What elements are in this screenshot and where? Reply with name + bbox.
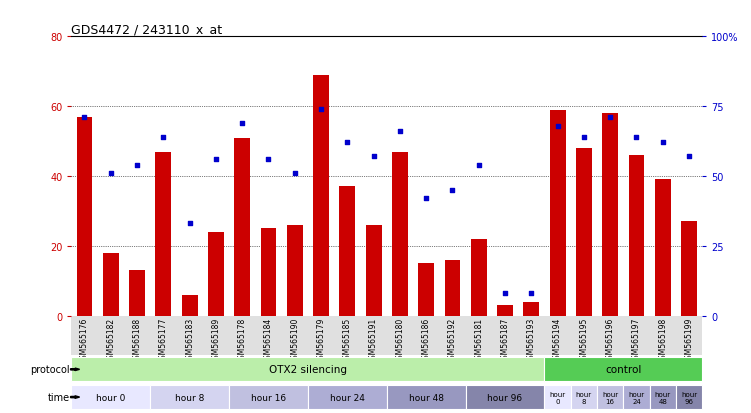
Text: protocol: protocol	[30, 364, 70, 375]
Text: hour
16: hour 16	[602, 391, 618, 404]
Bar	[650, 385, 676, 409]
Bar	[676, 385, 702, 409]
Text: hour 24: hour 24	[330, 393, 365, 401]
Bar	[571, 385, 597, 409]
Point	[315, 106, 327, 113]
Bar	[182, 295, 198, 316]
Text: hour
96: hour 96	[681, 391, 697, 404]
Point	[394, 129, 406, 135]
Point	[473, 162, 485, 169]
Point	[683, 154, 695, 160]
Point	[263, 157, 275, 163]
Bar	[339, 187, 355, 316]
Bar	[629, 156, 644, 316]
Bar	[655, 180, 671, 316]
Point	[158, 134, 170, 141]
Bar	[129, 271, 145, 316]
Text: hour 8: hour 8	[175, 393, 204, 401]
Bar	[229, 385, 308, 409]
Bar	[208, 232, 224, 316]
Bar	[544, 385, 571, 409]
Bar	[544, 357, 702, 382]
Point	[578, 134, 590, 141]
Bar	[234, 138, 250, 316]
Point	[131, 162, 143, 169]
Text: hour 48: hour 48	[409, 393, 444, 401]
Point	[526, 290, 538, 297]
Point	[104, 171, 117, 177]
Point	[342, 140, 354, 146]
Point	[236, 120, 248, 127]
Bar	[387, 385, 466, 409]
Text: hour 0: hour 0	[96, 393, 125, 401]
Text: GDS4472 / 243110_x_at: GDS4472 / 243110_x_at	[71, 23, 222, 36]
Bar	[150, 385, 229, 409]
Text: hour
48: hour 48	[655, 391, 671, 404]
Bar	[445, 260, 460, 316]
Text: control: control	[605, 364, 641, 375]
Point	[79, 115, 90, 121]
Text: OTX2 silencing: OTX2 silencing	[269, 364, 347, 375]
Bar	[392, 152, 408, 316]
Bar	[71, 357, 544, 382]
Bar	[550, 110, 566, 316]
Text: hour 96: hour 96	[487, 393, 523, 401]
Bar	[597, 385, 623, 409]
Bar	[466, 385, 544, 409]
Bar	[308, 385, 387, 409]
Bar	[71, 385, 150, 409]
Bar	[576, 149, 592, 316]
Bar	[366, 225, 382, 316]
Point	[604, 115, 616, 121]
Bar	[155, 152, 171, 316]
Bar	[602, 114, 618, 316]
Point	[368, 154, 380, 160]
Bar	[523, 302, 539, 316]
Point	[631, 134, 643, 141]
Point	[551, 123, 563, 130]
Bar	[103, 253, 119, 316]
Bar	[681, 222, 697, 316]
Bar	[287, 225, 303, 316]
Point	[421, 195, 433, 202]
Text: time: time	[48, 392, 70, 402]
Bar	[313, 76, 329, 316]
Point	[499, 290, 511, 297]
Bar	[261, 229, 276, 316]
Point	[656, 140, 668, 146]
Bar	[623, 385, 650, 409]
Bar	[497, 306, 513, 316]
Point	[446, 187, 458, 194]
Point	[183, 221, 195, 227]
Bar	[471, 239, 487, 316]
Bar	[77, 117, 92, 316]
Point	[288, 171, 300, 177]
Text: hour
8: hour 8	[576, 391, 592, 404]
Text: hour
0: hour 0	[550, 391, 566, 404]
Bar	[418, 263, 434, 316]
Text: hour 16: hour 16	[251, 393, 286, 401]
Text: hour
24: hour 24	[629, 391, 644, 404]
Point	[210, 157, 222, 163]
